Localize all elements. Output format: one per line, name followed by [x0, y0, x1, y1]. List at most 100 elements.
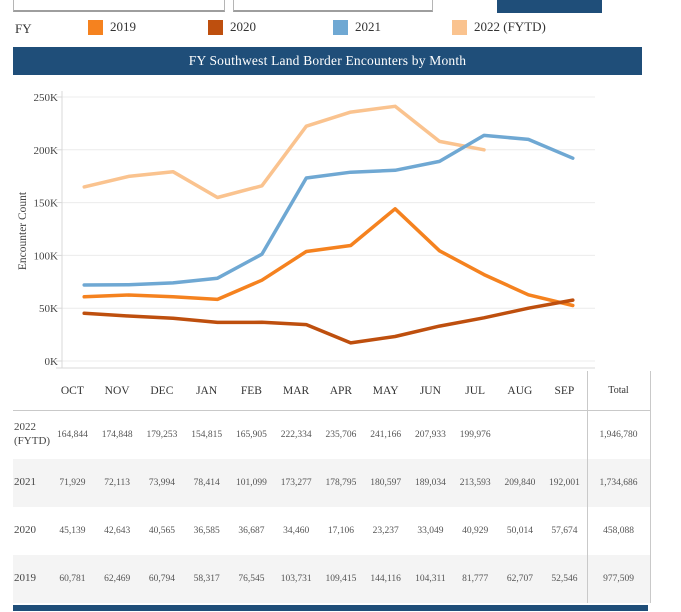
series-line-2022-fytd-[interactable]	[82, 104, 486, 200]
chart-title-bar: FY Southwest Land Border Encounters by M…	[13, 47, 642, 75]
table-cell	[542, 411, 587, 459]
top-action-button[interactable]	[497, 0, 602, 13]
table-cell: 207,933	[414, 429, 446, 440]
table-cell: 42,643	[104, 525, 131, 536]
table-cell: 57,674	[551, 525, 578, 536]
table-header-row: OCT NOV DEC JAN FEB MAR APR MAY JUN JUL AUG SEP Tota…	[13, 371, 651, 411]
column-header-mar: MAR	[273, 371, 319, 411]
table-cell: 36,687	[238, 525, 265, 536]
table-cell: 189,034	[414, 477, 446, 488]
table-cell: 40,929	[462, 525, 489, 536]
column-header-jul: JUL	[452, 371, 498, 411]
series-line-2020[interactable]	[82, 298, 575, 345]
column-header-aug: AUG	[497, 371, 543, 411]
column-header-total: Total	[586, 371, 651, 411]
table-cell: 179,253	[146, 429, 178, 440]
table-row-2019: 2019 60,781 62,469 60,794 58,317 76,545 103,73…	[13, 554, 651, 603]
table-cell-total: 458,088	[586, 506, 651, 555]
table-cell: 76,545	[238, 573, 265, 584]
series-line-2021[interactable]	[82, 133, 575, 287]
table-cell: 103,731	[280, 573, 312, 584]
column-header-dec: DEC	[139, 371, 185, 411]
table-cell: 164,844	[56, 429, 88, 440]
table-cell: 209,840	[504, 477, 536, 488]
table-cell: 101,099	[235, 477, 267, 488]
table-cell: 58,317	[193, 573, 220, 584]
row-label: 2022 (FYTD)	[14, 421, 51, 447]
legend-swatch-2020-icon	[208, 19, 223, 35]
table-cell: 72,113	[104, 477, 131, 488]
table-cell: 174,848	[101, 429, 133, 440]
table-cell: 71,929	[59, 477, 86, 488]
table-cell: 144,116	[370, 573, 401, 584]
column-header-feb: FEB	[229, 371, 274, 411]
legend-swatch-2021-icon	[333, 19, 348, 35]
table-cell: 23,237	[372, 525, 399, 536]
table-cell: 33,049	[417, 525, 444, 536]
table-cell: 192,001	[548, 477, 580, 488]
legend-item-2020[interactable]: 2020	[208, 19, 256, 35]
legend-item-2022[interactable]: 2022 (FYTD)	[452, 19, 546, 35]
table-row-2022-fytd-: 2022 (FYTD) 164,844 174,848 179,253 154,815 1…	[13, 410, 651, 459]
table-cell: 45,139	[59, 525, 86, 536]
table-cell: 213,593	[459, 477, 491, 488]
table-cell: 235,706	[325, 429, 357, 440]
bottom-accent-bar	[13, 605, 648, 611]
table-cell: 36,585	[193, 525, 220, 536]
table-cell: 178,795	[325, 477, 357, 488]
y-tick-label: 0K	[45, 356, 59, 368]
table-cell: 222,334	[280, 429, 312, 440]
series-line-2019[interactable]	[82, 207, 575, 308]
row-label: 2021	[14, 475, 36, 488]
table-cell: 154,815	[191, 429, 223, 440]
table-cell: 52,546	[551, 573, 578, 584]
encounters-line-chart: 0K 50K 100K 150K 200K 250K Encounter Count	[17, 91, 595, 369]
y-axis-title: Encounter Count	[17, 191, 29, 270]
column-header-jan: JAN	[184, 371, 229, 411]
table-row-2020: 2020 45,139 42,643 40,565 36,585 36,687 34,460…	[13, 506, 651, 555]
table-cell: 165,905	[235, 429, 267, 440]
table-cell-total: 1,734,686	[586, 458, 651, 507]
legend-item-2019[interactable]: 2019	[88, 19, 136, 35]
legend-item-label: 2022 (FYTD)	[474, 19, 546, 34]
legend-title: FY	[15, 21, 32, 36]
filter-input-2[interactable]	[233, 0, 433, 12]
column-header-may: MAY	[363, 371, 408, 411]
table-cell: 60,794	[148, 573, 175, 584]
legend-item-label: 2019	[110, 19, 136, 34]
column-header-sep: SEP	[542, 371, 587, 411]
legend-item-2021[interactable]: 2021	[333, 19, 381, 35]
table-cell: 73,994	[148, 477, 175, 488]
table-cell: 34,460	[283, 525, 310, 536]
table-cell: 78,414	[193, 477, 220, 488]
table-cell: 60,781	[59, 573, 86, 584]
column-header-jun: JUN	[408, 371, 453, 411]
table-cell: 180,597	[370, 477, 402, 488]
table-cell: 62,469	[104, 573, 131, 584]
table-cell: 62,707	[506, 573, 533, 584]
row-label: 2020	[14, 523, 36, 536]
table-cell: 109,415	[325, 573, 357, 584]
chart-title: FY Southwest Land Border Encounters by M…	[188, 53, 467, 68]
y-tick-label: 250K	[34, 92, 59, 104]
y-tick-label: 50K	[39, 303, 58, 315]
legend-item-label: 2020	[230, 19, 256, 34]
column-header-oct: OCT	[50, 371, 95, 411]
table-cell: 50,014	[506, 525, 533, 536]
column-header-apr: APR	[318, 371, 364, 411]
table-cell-total: 977,509	[586, 554, 651, 603]
column-header-nov: NOV	[94, 371, 140, 411]
y-tick-label: 100K	[34, 250, 59, 262]
legend-item-label: 2021	[355, 19, 381, 34]
filter-input-1[interactable]	[13, 0, 225, 12]
legend-swatch-2019-icon	[88, 19, 103, 35]
table-cell: 40,565	[148, 525, 175, 536]
y-tick-label: 200K	[34, 145, 59, 157]
table-cell: 81,777	[462, 573, 489, 584]
table-cell	[498, 411, 543, 459]
row-label-column-header	[13, 371, 50, 411]
table-cell: 199,976	[459, 429, 491, 440]
row-label: 2019	[14, 571, 36, 584]
table-cell: 173,277	[280, 477, 312, 488]
